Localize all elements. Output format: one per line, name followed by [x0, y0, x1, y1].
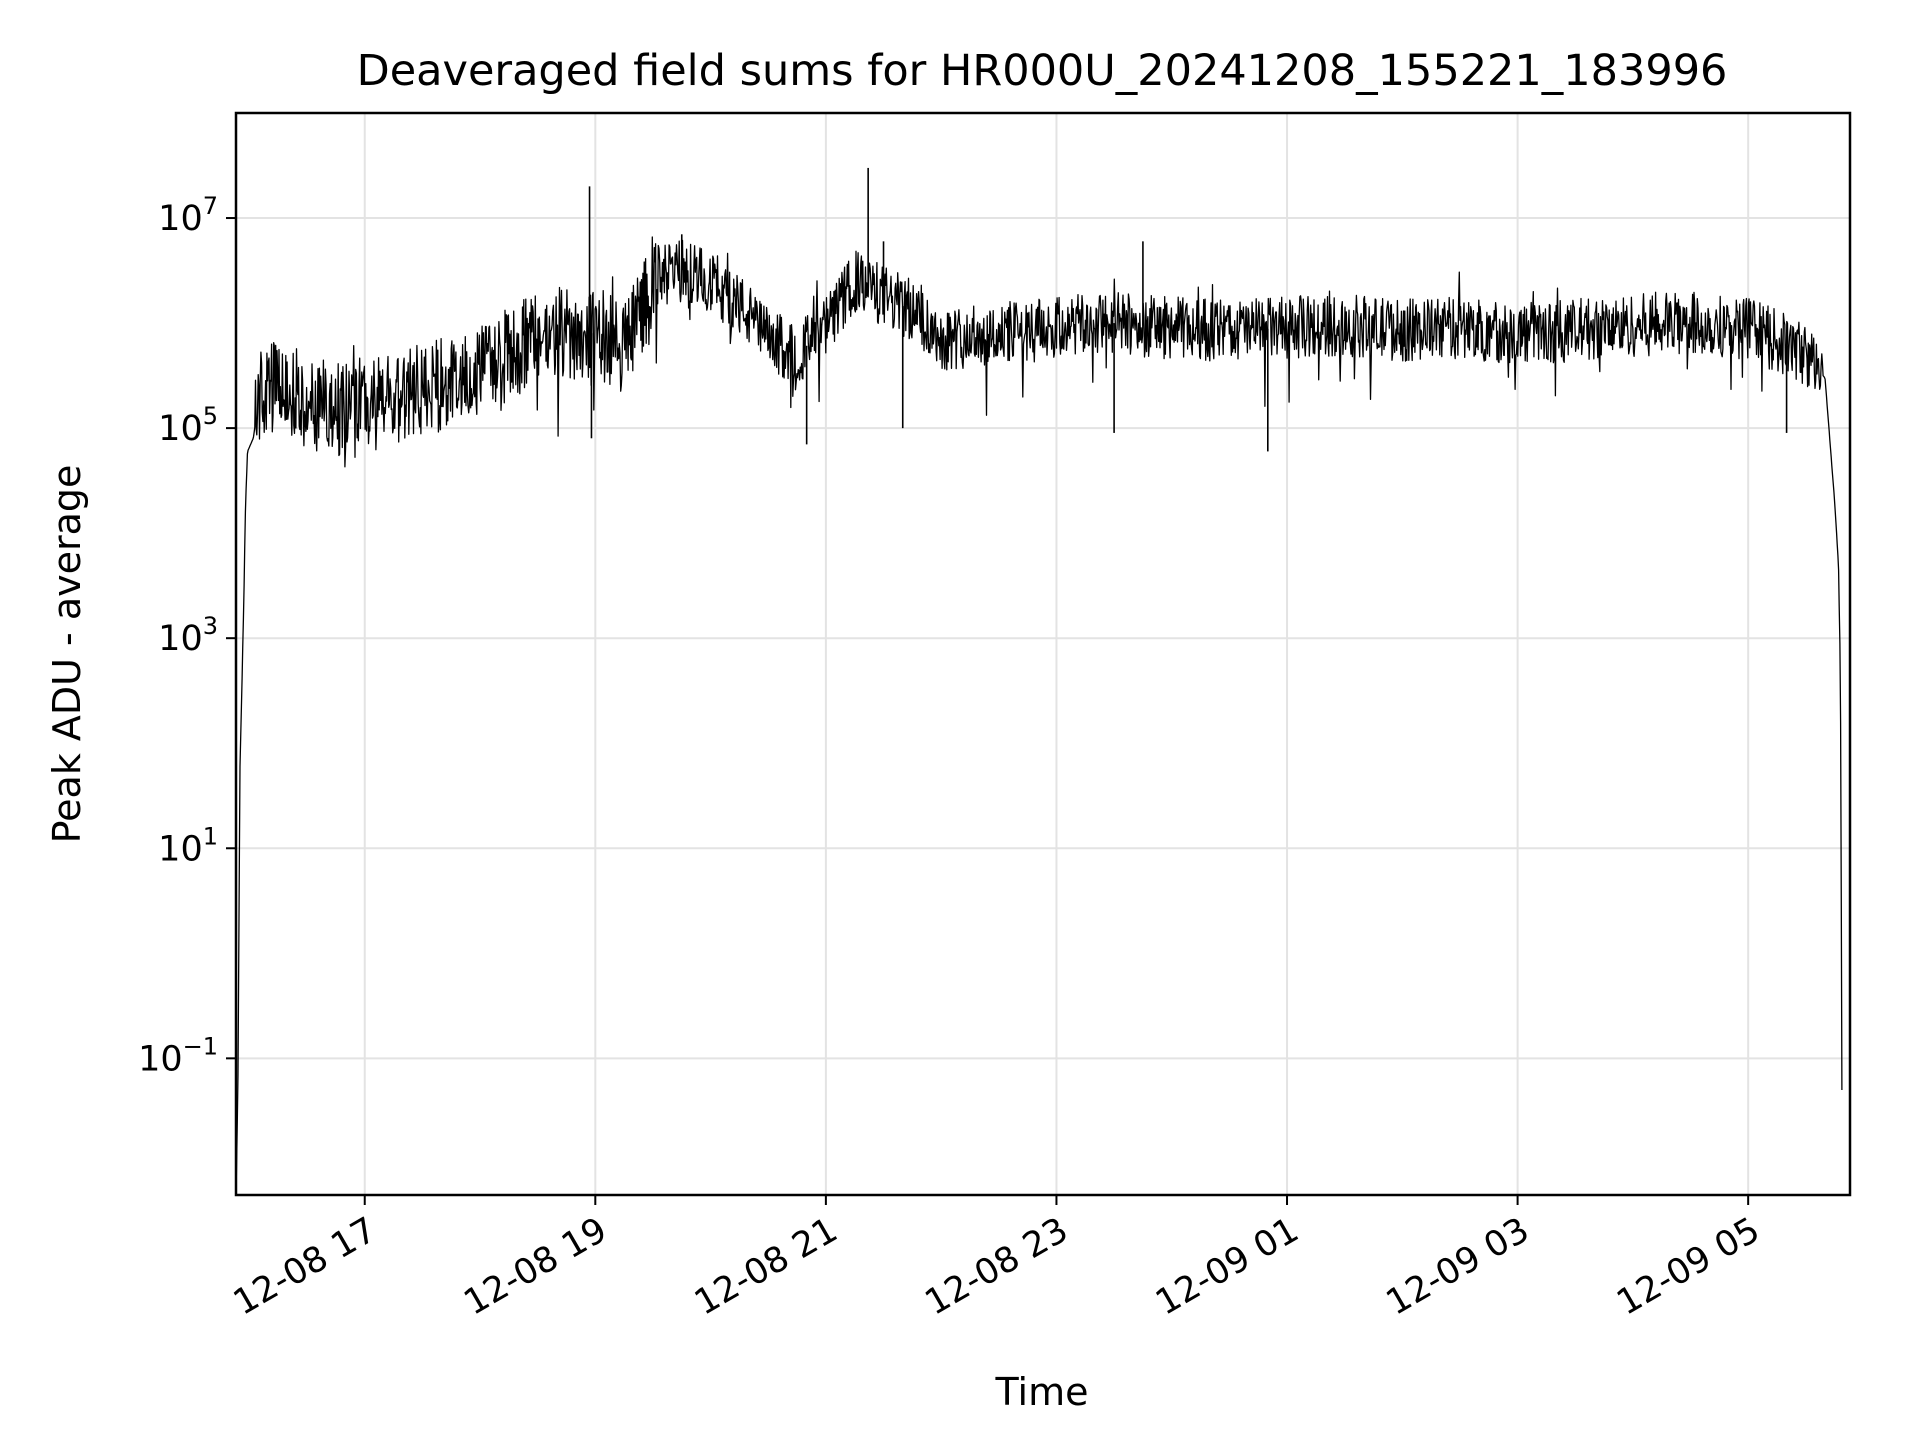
x-tick-label: 12-08 17: [227, 1210, 383, 1323]
x-axis: 12-08 17 12-08 19 12-08 21 12-08 23 12-09 01…: [227, 1195, 1767, 1323]
y-tick-label: 105: [158, 402, 218, 449]
y-tick-base: 10: [158, 199, 203, 239]
series-line: [235, 236, 1843, 1196]
x-tick-label: 12-09 05: [1610, 1210, 1766, 1323]
chart-title: Deaveraged field sums for HR000U_2024120…: [357, 46, 1728, 96]
y-tick-label: 103: [158, 612, 218, 659]
y-tick-label: 107: [158, 192, 218, 239]
x-tick-label: 12-08 23: [919, 1210, 1075, 1323]
y-axis-label: Peak ADU - average: [45, 465, 89, 844]
x-axis-label: Time: [995, 1370, 1089, 1414]
x-tick-label: 12-09 03: [1380, 1210, 1536, 1323]
y-tick-base: 10: [158, 619, 203, 659]
y-tick-label: 101: [158, 822, 218, 869]
y-tick-base: 10: [158, 829, 203, 869]
y-tick-base: 10: [158, 409, 203, 449]
grid: [236, 113, 1850, 1195]
y-tick-exponent: 3: [203, 612, 218, 640]
y-tick-exponent: 1: [203, 822, 218, 850]
plot-area: [235, 167, 1843, 1196]
x-tick-label: 12-08 19: [458, 1210, 614, 1323]
y-tick-label: 10−1: [138, 1032, 218, 1079]
x-tick-label: 12-08 21: [688, 1210, 844, 1323]
x-tick-label: 12-09 01: [1149, 1210, 1305, 1323]
plot-frame: [234, 111, 1852, 1197]
y-tick-base: 10: [138, 1039, 183, 1079]
y-tick-exponent: 7: [203, 192, 218, 220]
y-tick-exponent: 5: [203, 402, 218, 430]
y-tick-exponent: −1: [183, 1032, 218, 1060]
